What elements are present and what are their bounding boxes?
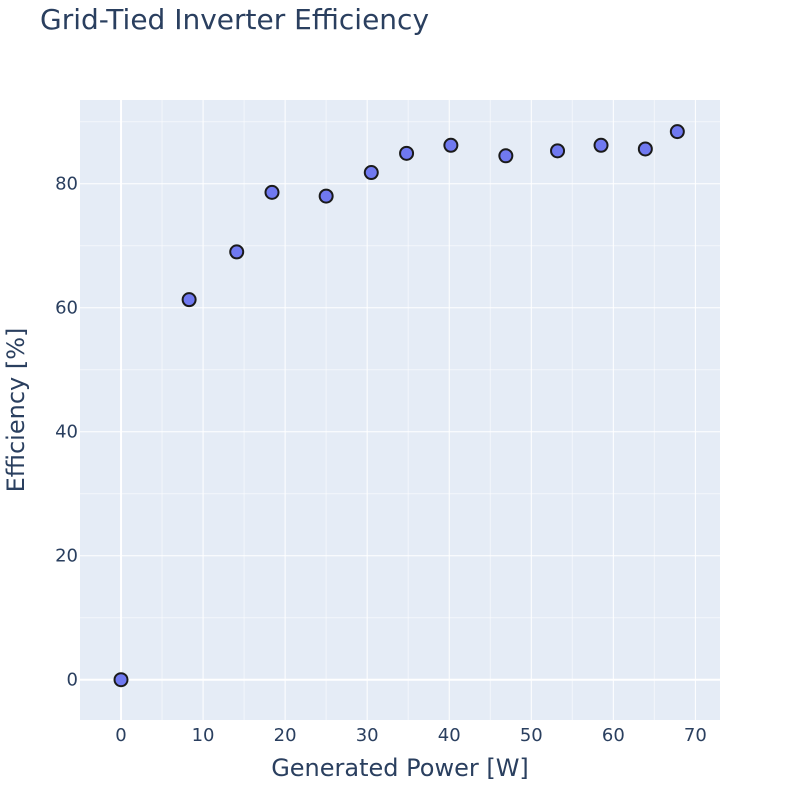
- y-tick-label: 80: [55, 174, 78, 195]
- y-tick-label: 0: [67, 670, 78, 691]
- data-point: [113, 672, 129, 688]
- y-axis-ticks: 0 20 40 60 80: [55, 174, 78, 691]
- x-tick-label: 20: [274, 725, 297, 746]
- x-tick-label: 10: [192, 725, 215, 746]
- y-tick-label: 60: [55, 298, 78, 319]
- x-tick-label: 50: [520, 725, 543, 746]
- data-point: [669, 124, 685, 140]
- data-point: [399, 145, 415, 161]
- x-tick-label: 30: [356, 725, 379, 746]
- x-tick-label: 0: [115, 725, 126, 746]
- plot-area: [80, 100, 720, 720]
- x-tick-label: 60: [602, 725, 625, 746]
- x-tick-label: 40: [438, 725, 461, 746]
- data-point: [363, 165, 379, 181]
- y-axis-title: Efficiency [%]: [2, 328, 30, 493]
- data-point: [443, 137, 459, 153]
- data-point: [550, 143, 566, 159]
- data-point: [637, 141, 653, 157]
- data-point: [498, 148, 514, 164]
- y-tick-label: 40: [55, 422, 78, 443]
- data-point: [229, 244, 245, 260]
- data-points: [113, 124, 685, 688]
- data-point: [318, 188, 334, 204]
- y-tick-label: 20: [55, 546, 78, 567]
- x-axis-ticks: 0 10 20 30 40 50 60 70: [115, 725, 707, 746]
- data-point: [181, 292, 197, 308]
- x-tick-label: 70: [684, 725, 707, 746]
- grid-lines: [80, 100, 720, 720]
- x-axis-title: Generated Power [W]: [271, 754, 529, 782]
- chart-title: Grid-Tied Inverter Efficiency: [40, 3, 429, 36]
- data-point: [593, 137, 609, 153]
- data-point: [264, 184, 280, 200]
